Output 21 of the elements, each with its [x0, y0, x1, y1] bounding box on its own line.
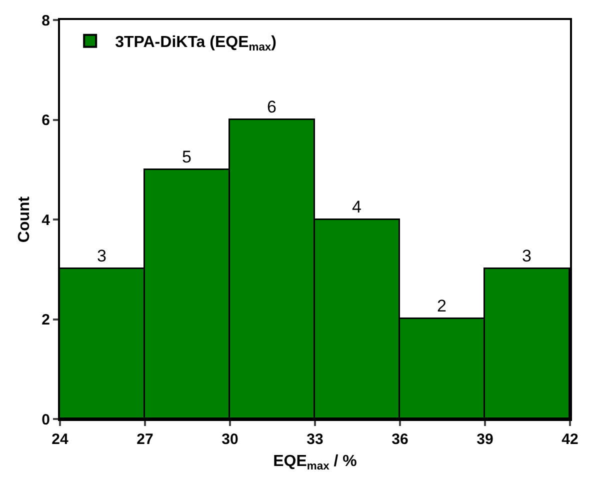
data-label: 6: [267, 97, 276, 116]
y-tick-label: 0: [42, 411, 50, 428]
x-tick-label: 39: [476, 431, 494, 448]
y-tick-label: 8: [42, 12, 50, 30]
y-tick-label: 4: [42, 212, 51, 229]
x-tick-label: 42: [562, 431, 578, 448]
legend-label: 3TPA-DiKTa (EQE$_{max}$): [115, 34, 276, 54]
y-tick-label: 2: [42, 312, 50, 328]
x-tick-label: 33: [306, 431, 324, 448]
data-label: 3: [522, 246, 532, 266]
y-tick-label: 6: [42, 112, 50, 129]
x-tick-label: 30: [222, 431, 238, 448]
y-axis-title: Count: [16, 196, 34, 243]
x-tick-label: 36: [392, 431, 408, 448]
x-tick-label: 27: [136, 431, 154, 448]
x-axis-title: EQE$_{max}$ / %: [273, 453, 357, 473]
data-label: 2: [437, 296, 446, 316]
data-label: 4: [352, 197, 362, 216]
x-tick-label: 24: [52, 431, 69, 448]
data-label: 3: [97, 246, 106, 266]
data-label: 5: [182, 147, 192, 166]
